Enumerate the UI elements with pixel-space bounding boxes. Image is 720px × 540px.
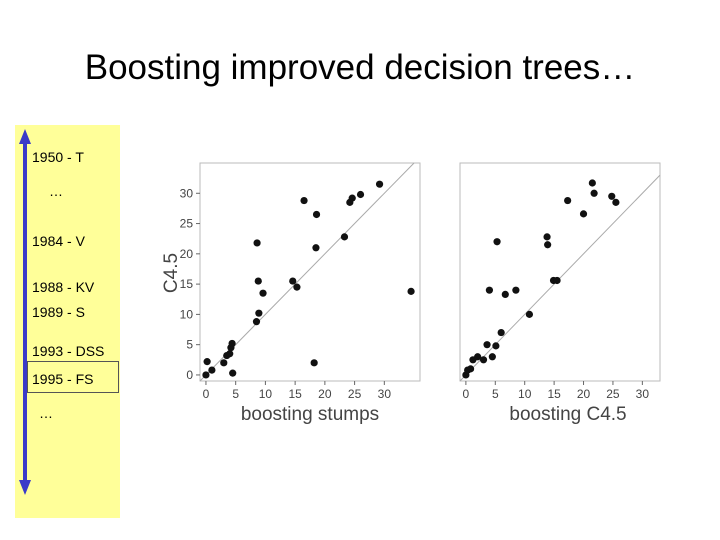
left-data-point: [310, 359, 318, 367]
plot-left-ylabel: C4.5: [161, 253, 182, 293]
left-ytick-label: 5: [186, 338, 193, 352]
plot-left-frame: [199, 162, 421, 382]
left-data-point: [228, 339, 236, 348]
left-data-point: [312, 210, 321, 219]
right-data-point: [564, 196, 572, 205]
right-xtick-label: 5: [492, 387, 499, 401]
right-data-point: [588, 179, 596, 187]
right-data-point: [492, 342, 500, 350]
right-xtick-label: 15: [547, 387, 561, 401]
right-data-point: [479, 356, 488, 364]
right-data-point: [488, 353, 496, 361]
right-data-point: [612, 198, 620, 206]
right-xtick-label: 20: [577, 387, 591, 401]
left-data-point: [407, 287, 415, 295]
timeline-item-1984: 1984 - V: [32, 233, 85, 249]
right-data-point: [553, 276, 561, 285]
left-data-point: [340, 233, 349, 241]
left-xtick-label: 10: [259, 387, 273, 401]
left-data-point: [300, 196, 308, 205]
timeline-item-1993: 1993 - DSS: [32, 343, 105, 359]
right-data-point: [493, 238, 501, 246]
left-data-point: [255, 309, 263, 317]
left-ytick-label: 20: [180, 247, 194, 261]
left-xtick-label: 15: [288, 387, 302, 401]
plot-right: 0 5 10 15 20 25 30 boosting C4.5: [459, 162, 661, 425]
left-diagonal-line: [199, 162, 415, 382]
right-data-point: [543, 233, 551, 241]
right-data-point: [544, 241, 552, 249]
plot-left-xlabel: boosting stumps: [241, 404, 379, 425]
right-data-point: [525, 310, 534, 318]
left-ytick-label: 30: [180, 186, 194, 200]
scatter-plots: 0 5 10 15 20 25 30 0 5 10 15 20 25 30 boosting stump…: [161, 162, 661, 425]
left-xtick-label: 0: [203, 387, 210, 401]
left-ytick-label: 10: [180, 307, 194, 321]
right-data-point: [483, 341, 491, 349]
right-data-point: [466, 365, 475, 373]
left-xtick-label: 5: [232, 387, 239, 401]
timeline-panel: 1950 - T … 1984 - V 1988 - KV 1989 - S 1…: [15, 125, 120, 518]
right-data-point: [501, 290, 509, 299]
left-xtick-label: 30: [378, 387, 392, 401]
right-data-point: [497, 328, 505, 337]
left-data-point: [253, 239, 261, 247]
left-data-point: [208, 366, 216, 374]
plot-left: 0 5 10 15 20 25 30 0 5 10 15 20 25 30 boosting stump…: [161, 162, 421, 425]
left-data-point: [293, 283, 301, 291]
left-data-point: [259, 289, 267, 297]
left-xtick-label: 20: [318, 387, 332, 401]
plot-right-xlabel: boosting C4.5: [509, 404, 626, 425]
right-xtick-label: 0: [463, 387, 470, 401]
timeline-highlight-box: [27, 361, 119, 393]
timeline-item-1988: 1988 - KV: [32, 279, 95, 295]
right-xtick-label: 25: [606, 387, 620, 401]
left-data-point: [254, 277, 262, 285]
timeline-ellipsis-top: …: [49, 183, 63, 199]
left-ytick-label: 25: [180, 217, 194, 231]
right-data-point: [512, 286, 520, 294]
timeline-item-1989: 1989 - S: [32, 304, 85, 320]
left-ytick-label: 15: [180, 277, 194, 291]
left-data-point: [203, 358, 211, 366]
right-xtick-label: 30: [636, 387, 650, 401]
left-data-point: [312, 244, 320, 252]
timeline-ellipsis-bottom: …: [39, 405, 53, 421]
left-xtick-label: 25: [348, 387, 362, 401]
slide-title: Boosting improved decision trees…: [84, 48, 636, 87]
right-data-point: [485, 286, 494, 294]
right-data-point: [579, 210, 588, 218]
left-data-point: [220, 359, 228, 367]
timeline-arrow: [19, 129, 31, 495]
right-xtick-label: 10: [518, 387, 532, 401]
left-data-point: [375, 180, 384, 188]
timeline-item-1995: 1995 - FS: [32, 371, 94, 387]
plot-right-frame: [459, 162, 661, 382]
timeline-item-1950: 1950 - T: [32, 149, 84, 165]
right-data-point: [608, 192, 616, 200]
left-data-point: [289, 277, 297, 285]
left-data-point: [348, 194, 356, 202]
left-data-point: [356, 190, 365, 199]
left-data-point: [226, 350, 234, 358]
right-data-point: [590, 189, 598, 197]
right-data-point: [474, 353, 482, 361]
left-data-point: [202, 371, 210, 379]
left-ytick-label: 0: [186, 368, 193, 382]
left-data-point: [229, 369, 237, 377]
left-data-point: [252, 318, 261, 326]
